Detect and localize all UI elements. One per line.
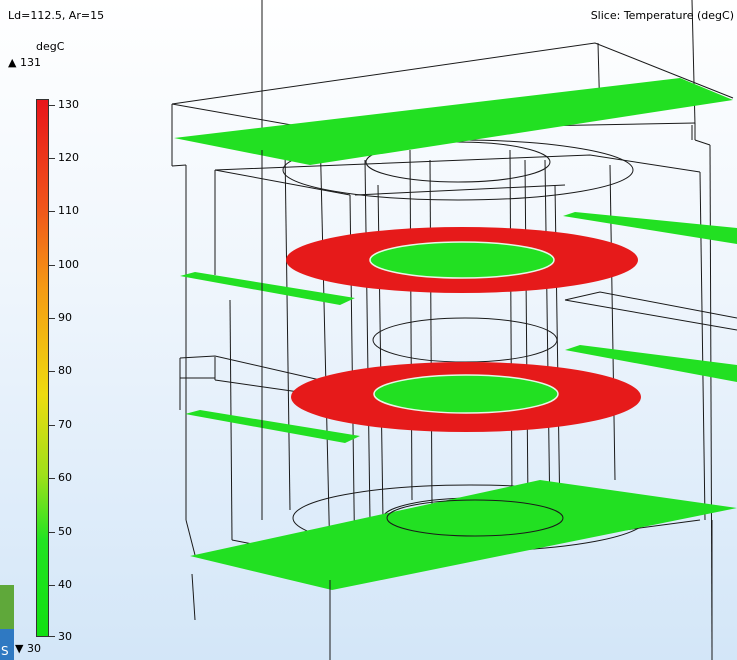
legend-max-value: 131 <box>19 56 41 69</box>
legend-min-value: 30 <box>26 642 41 655</box>
background-window-edge-lower <box>0 629 14 660</box>
triangle-up-icon: ▲ <box>8 56 17 69</box>
legend-tick <box>49 478 55 479</box>
legend-tick <box>49 211 55 212</box>
legend-max: ▲ 131 <box>8 56 41 69</box>
legend-tick-label: 130 <box>58 98 79 111</box>
parameter-readout: Ld=112.5, Ar=15 <box>8 9 105 22</box>
legend-tick-label: 40 <box>58 578 72 591</box>
legend-tick-label: 50 <box>58 525 72 538</box>
legend-tick-label: 60 <box>58 471 72 484</box>
legend-tick <box>49 371 55 372</box>
legend-tick-label: 30 <box>58 630 72 643</box>
color-legend-bar <box>36 99 49 637</box>
legend-min: ▼ 30 <box>15 642 41 655</box>
legend-tick <box>49 532 55 533</box>
legend-tick <box>49 636 55 637</box>
legend-tick <box>49 425 55 426</box>
legend-tick <box>49 265 55 266</box>
legend-tick-label: 70 <box>58 418 72 431</box>
legend-tick-label: 80 <box>58 364 72 377</box>
background-window-text: S <box>1 644 9 658</box>
plot-title: Slice: Temperature (degC) <box>590 9 734 22</box>
legend-tick-label: 120 <box>58 151 79 164</box>
legend-tick <box>49 105 55 106</box>
legend-tick <box>49 585 55 586</box>
background-window-edge <box>0 585 14 629</box>
legend-tick-label: 110 <box>58 204 79 217</box>
legend-tick <box>49 318 55 319</box>
legend-tick-label: 90 <box>58 311 72 324</box>
legend-tick-label: 100 <box>58 258 79 271</box>
triangle-down-icon: ▼ <box>15 642 24 655</box>
legend-tick <box>49 158 55 159</box>
legend-unit: degC <box>36 40 65 53</box>
